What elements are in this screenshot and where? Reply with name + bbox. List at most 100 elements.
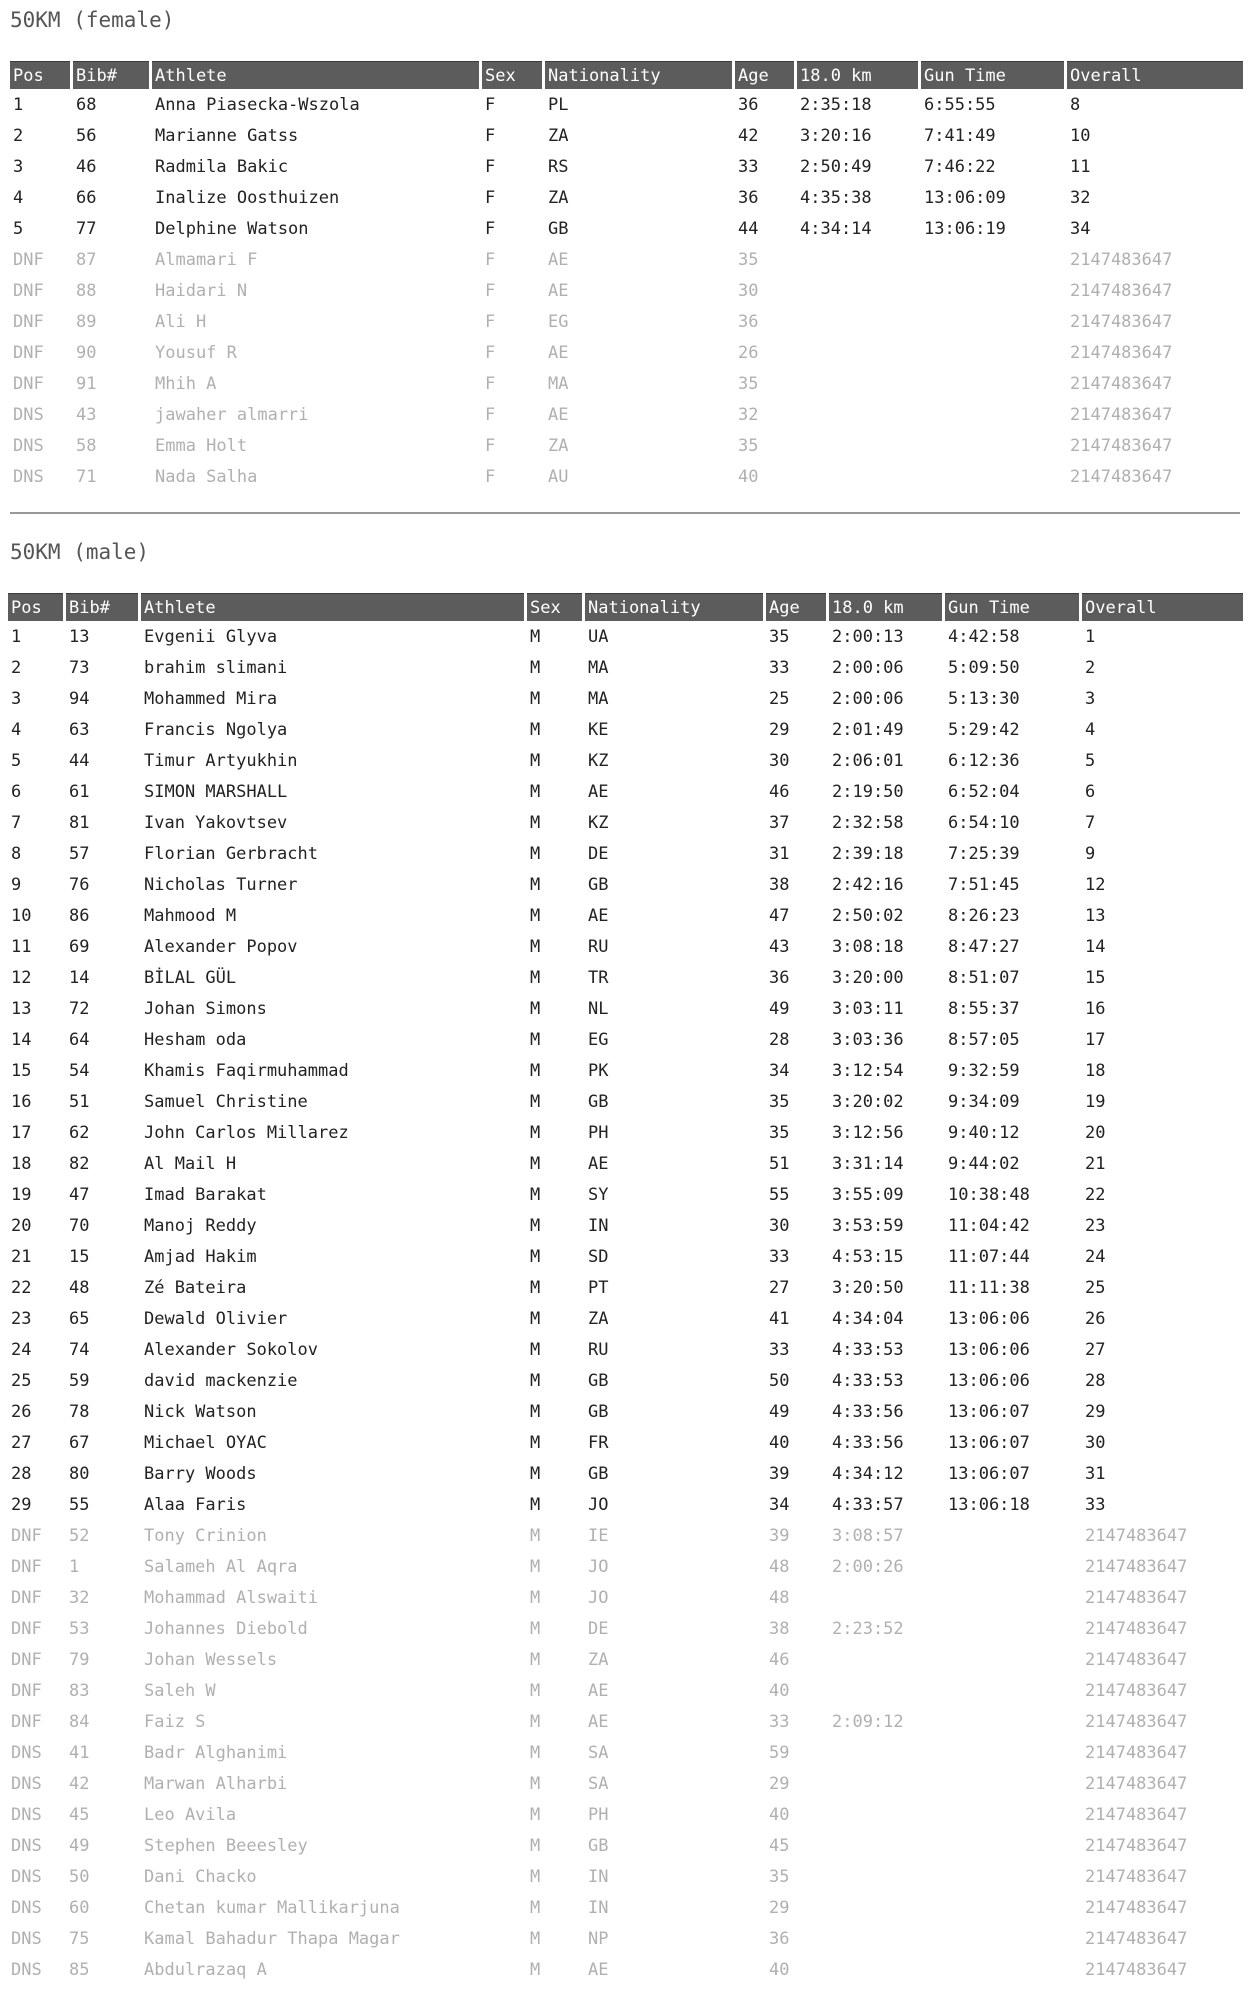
column-header-split-18km: 18.0 km bbox=[829, 593, 942, 621]
cell-bib: 69 bbox=[69, 936, 90, 957]
cell-nationality: AE bbox=[588, 781, 609, 802]
cell-pos: DNF bbox=[13, 249, 44, 270]
cell-age: 42 bbox=[738, 125, 759, 146]
cell-gun-time bbox=[945, 1954, 1079, 1985]
cell-bib: 42 bbox=[69, 1773, 90, 1794]
cell-bib: 43 bbox=[76, 404, 97, 425]
cell-athlete: Delphine Watson bbox=[155, 218, 309, 239]
cell-nationality: FR bbox=[588, 1432, 609, 1453]
cell-split-18km: 4:34:04 bbox=[832, 1308, 904, 1329]
cell-sex: M bbox=[530, 874, 541, 895]
cell-overall: 2147483647 bbox=[1085, 1773, 1188, 1794]
cell-nationality: GB bbox=[588, 874, 609, 895]
cell-split-18km: 3:08:57 bbox=[832, 1525, 904, 1546]
cell-nationality: GB bbox=[548, 218, 569, 239]
cell-bib: 53 bbox=[69, 1618, 90, 1639]
cell-pos: DNF bbox=[11, 1618, 42, 1639]
cell-split-18km bbox=[829, 1675, 942, 1706]
cell-pos: DNF bbox=[11, 1711, 42, 1732]
table-row: 22 48 Zé Bateira M PT 27 3:20:50 11:11:38 25 bbox=[8, 1272, 1243, 1303]
cell-athlete: Dani Chacko bbox=[144, 1866, 257, 1887]
cell-split-18km: 4:35:38 bbox=[800, 187, 872, 208]
cell-sex: F bbox=[485, 342, 496, 363]
cell-overall: 2147483647 bbox=[1085, 1866, 1188, 1887]
cell-split-18km: 3:31:14 bbox=[832, 1153, 904, 1174]
cell-overall: 2147483647 bbox=[1070, 404, 1173, 425]
cell-gun-time: 6:54:10 bbox=[948, 812, 1020, 833]
cell-pos: DNS bbox=[11, 1742, 42, 1763]
cell-nationality: KE bbox=[588, 719, 609, 740]
cell-gun-time bbox=[945, 1892, 1079, 1923]
cell-pos: DNF bbox=[11, 1680, 42, 1701]
column-header-gun-time: Gun Time bbox=[921, 61, 1064, 89]
cell-split-18km: 3:12:56 bbox=[832, 1122, 904, 1143]
cell-bib: 48 bbox=[69, 1277, 90, 1298]
cell-age: 33 bbox=[769, 1246, 790, 1267]
cell-sex: M bbox=[530, 1587, 541, 1608]
cell-sex: M bbox=[530, 750, 541, 771]
cell-age: 46 bbox=[769, 781, 790, 802]
cell-pos: 16 bbox=[11, 1091, 32, 1112]
cell-sex: M bbox=[530, 657, 541, 678]
header-row: Pos Bib# Athlete Sex Nationality Age 18.0 km Gu… bbox=[8, 593, 1243, 621]
table-row: 21 15 Amjad Hakim M SD 33 4:53:15 11:07:44 24 bbox=[8, 1241, 1243, 1272]
cell-split-18km: 2:35:18 bbox=[800, 94, 872, 115]
cell-split-18km: 2:50:49 bbox=[800, 156, 872, 177]
cell-nationality: AE bbox=[588, 1153, 609, 1174]
cell-nationality: SA bbox=[588, 1742, 609, 1763]
cell-gun-time: 13:06:09 bbox=[924, 187, 1006, 208]
cell-bib: 86 bbox=[69, 905, 90, 926]
table-row: 24 74 Alexander Sokolov M RU 33 4:33:53 13:06:0… bbox=[8, 1334, 1243, 1365]
cell-nationality: AE bbox=[588, 905, 609, 926]
cell-bib: 61 bbox=[69, 781, 90, 802]
cell-age: 48 bbox=[769, 1556, 790, 1577]
cell-nationality: GB bbox=[588, 1835, 609, 1856]
cell-pos: 27 bbox=[11, 1432, 32, 1453]
cell-split-18km: 2:39:18 bbox=[832, 843, 904, 864]
cell-overall: 25 bbox=[1085, 1277, 1106, 1298]
cell-bib: 70 bbox=[69, 1215, 90, 1236]
cell-age: 41 bbox=[769, 1308, 790, 1329]
cell-overall: 2147483647 bbox=[1085, 1556, 1188, 1577]
cell-split-18km: 2:23:52 bbox=[832, 1618, 904, 1639]
table-row: DNS 60 Chetan kumar Mallikarjuna M IN 29 21474… bbox=[8, 1892, 1243, 1923]
table-row: 16 51 Samuel Christine M GB 35 3:20:02 9:34:09 1… bbox=[8, 1086, 1243, 1117]
cell-pos: 25 bbox=[11, 1370, 32, 1391]
cell-sex: M bbox=[530, 967, 541, 988]
cell-split-18km bbox=[829, 1644, 942, 1675]
table-row: DNF 32 Mohammad Alswaiti M JO 48 2147483647 bbox=[8, 1582, 1243, 1613]
cell-gun-time: 5:29:42 bbox=[948, 719, 1020, 740]
cell-overall: 2147483647 bbox=[1085, 1897, 1188, 1918]
table-row: DNF 88 Haidari N F AE 30 2147483647 bbox=[10, 275, 1243, 306]
cell-bib: 57 bbox=[69, 843, 90, 864]
table-row: 28 80 Barry Woods M GB 39 4:34:12 13:06:07 31 bbox=[8, 1458, 1243, 1489]
table-row: 10 86 Mahmood M M AE 47 2:50:02 8:26:23 13 bbox=[8, 900, 1243, 931]
cell-split-18km: 2:42:16 bbox=[832, 874, 904, 895]
cell-overall: 2147483647 bbox=[1085, 1618, 1188, 1639]
cell-bib: 81 bbox=[69, 812, 90, 833]
cell-athlete: Tony Crinion bbox=[144, 1525, 267, 1546]
cell-athlete: Mahmood M bbox=[144, 905, 237, 926]
cell-bib: 13 bbox=[69, 626, 90, 647]
cell-bib: 68 bbox=[76, 94, 97, 115]
cell-pos: DNS bbox=[11, 1804, 42, 1825]
cell-overall: 19 bbox=[1085, 1091, 1106, 1112]
table-row: 7 81 Ivan Yakovtsev M KZ 37 2:32:58 6:54:10 7 bbox=[8, 807, 1243, 838]
cell-nationality: GB bbox=[588, 1091, 609, 1112]
cell-nationality: AE bbox=[588, 1959, 609, 1980]
cell-overall: 2147483647 bbox=[1085, 1587, 1188, 1608]
cell-pos: DNF bbox=[13, 373, 44, 394]
cell-bib: 73 bbox=[69, 657, 90, 678]
cell-overall: 4 bbox=[1085, 719, 1096, 740]
cell-overall: 28 bbox=[1085, 1370, 1106, 1391]
cell-sex: F bbox=[485, 156, 496, 177]
table-row: DNS 45 Leo Avila M PH 40 2147483647 bbox=[8, 1799, 1243, 1830]
cell-bib: 52 bbox=[69, 1525, 90, 1546]
cell-bib: 72 bbox=[69, 998, 90, 1019]
cell-split-18km: 4:33:56 bbox=[832, 1432, 904, 1453]
cell-split-18km: 4:34:12 bbox=[832, 1463, 904, 1484]
cell-gun-time: 8:47:27 bbox=[948, 936, 1020, 957]
table-row: 1 13 Evgenii Glyva M UA 35 2:00:13 4:42:58 1 bbox=[8, 621, 1243, 652]
cell-athlete: Evgenii Glyva bbox=[144, 626, 278, 647]
cell-sex: M bbox=[530, 688, 541, 709]
